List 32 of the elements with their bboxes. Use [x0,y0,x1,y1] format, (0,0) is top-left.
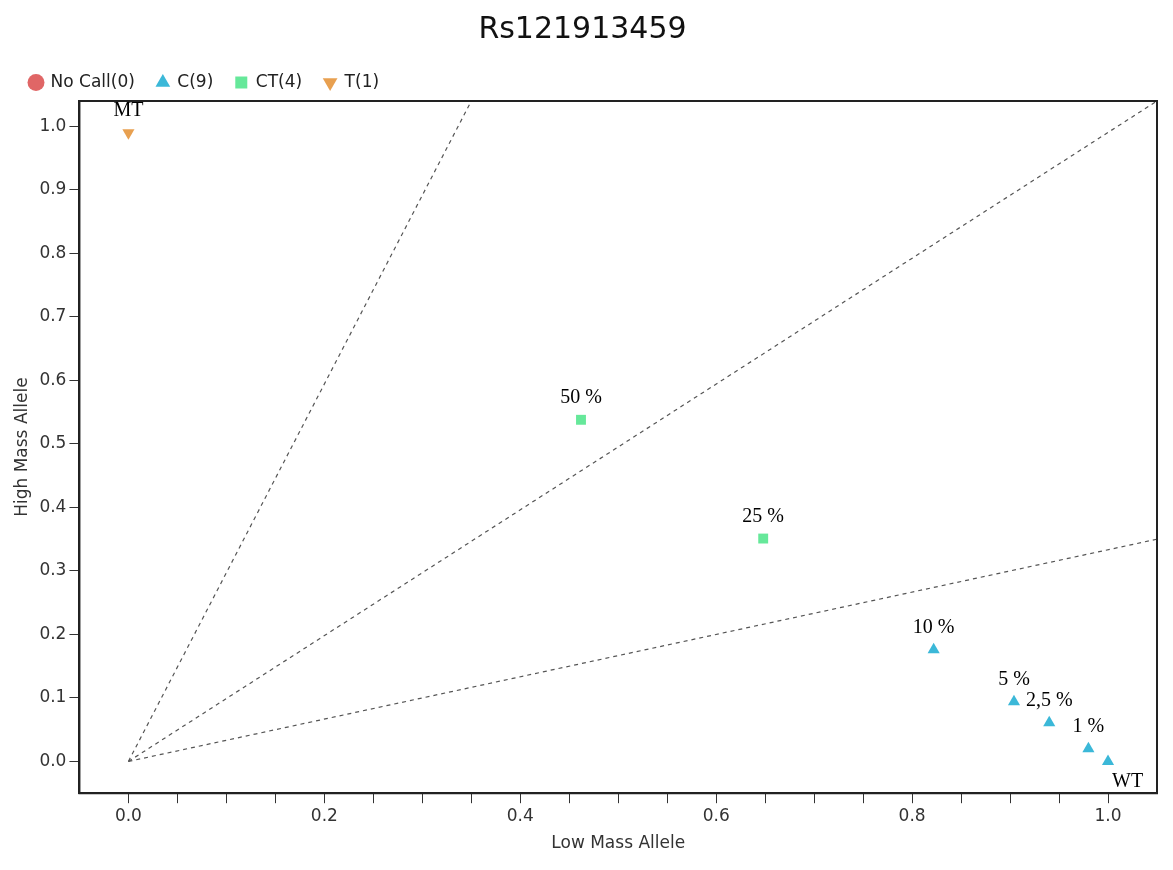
x-tick-label: 0.6 [702,804,730,825]
x-tick-label: 0.2 [310,804,338,825]
y-tick-label: 1.0 [39,114,67,135]
legend-label: C(9) [177,70,214,91]
annotation: 2,5 % [1025,687,1073,710]
legend-label: T(1) [343,70,380,91]
y-tick-label: 0.5 [39,432,67,453]
annotation: 50 % [560,385,602,408]
annotation: MT [113,98,144,120]
annotation: 10 % [912,614,955,637]
x-tick-label: 0.0 [114,804,142,825]
x-tick-label: 1.0 [1094,804,1122,825]
x-tick-label: 0.8 [898,804,926,825]
y-tick-label: 0.1 [39,686,67,707]
y-tick-label: 0.3 [39,559,67,580]
annotation: WT [1112,768,1144,791]
y-tick-label: 0.4 [39,495,67,516]
y-tick-label: 0.6 [39,368,67,389]
annotation: 25 % [742,503,785,526]
x-tick-label: 0.4 [506,804,534,825]
y-tick-label: 0.8 [39,241,67,262]
annotation: 1 % [1072,714,1105,736]
chart-title: Rs121913459 [478,9,687,45]
y-tick-label: 0.7 [39,305,67,326]
legend-label: CT(4) [255,70,303,91]
y-axis-title: High Mass Allele [10,377,31,517]
y-tick-label: 0.0 [39,749,67,770]
annotation: 5 % [998,667,1030,689]
y-tick-label: 0.9 [39,178,67,199]
x-axis-title: Low Mass Allele [551,832,686,853]
legend-label: No Call(0) [50,70,135,91]
y-tick-label: 0.2 [39,622,67,643]
